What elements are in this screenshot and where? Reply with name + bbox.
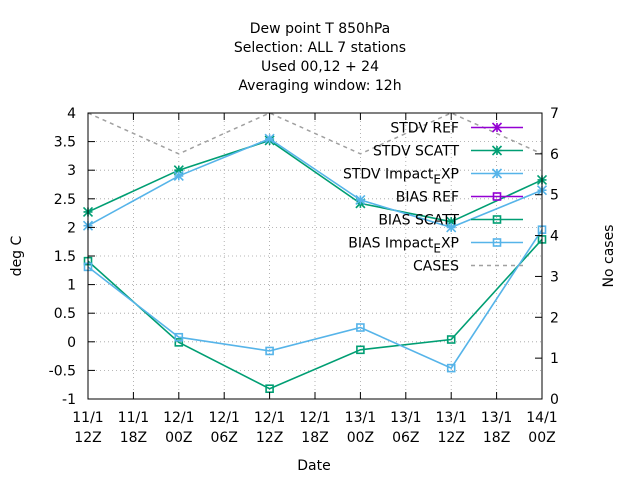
series-bias-scatt — [83, 235, 547, 394]
y-tick-label: 0.5 — [54, 306, 76, 322]
data-point — [446, 222, 457, 233]
x-tick-label-hour: 00Z — [528, 430, 555, 446]
y-tick-label: -0.5 — [49, 363, 76, 379]
legend-entry: STDV REF — [390, 121, 523, 137]
data-point — [265, 346, 274, 356]
x-tick-label-hour: 06Z — [210, 430, 237, 446]
data-point — [173, 165, 184, 176]
y-tick-label: 4 — [67, 106, 76, 122]
x-tick-label-hour: 18Z — [120, 430, 147, 446]
legend-label: STDV SCATT — [373, 144, 459, 160]
x-tick-label-hour: 00Z — [347, 430, 374, 446]
x-tick-label-hour: 12Z — [256, 430, 283, 446]
data-point — [446, 216, 457, 227]
axis-labels: Date deg C No cases — [9, 225, 617, 474]
title-line-1: Selection: ALL 7 stations — [234, 40, 406, 56]
title-line-2: Used 00,12 + 24 — [261, 59, 379, 75]
ticks: -1 -0.5 0 0.5 1 1.5 2 2.5 3 3.5 4 0 1 2 3 4 5 6 7 11/1 12Z 11… — [49, 106, 559, 446]
y-tick-label: 0 — [67, 335, 76, 351]
y-tick-label: 1 — [67, 278, 76, 294]
title-line-3: Averaging window: 12h — [238, 78, 401, 94]
x-tick-label-date: 11/1 — [72, 410, 103, 426]
x-tick-label-date: 12/1 — [208, 410, 239, 426]
legend-label: BIAS SCATT — [378, 213, 459, 229]
x-tick-label-date: 13/1 — [390, 410, 421, 426]
y2-tick-label: 7 — [550, 106, 559, 122]
y-tick-label: 2 — [67, 220, 76, 236]
x-tick-label-hour: 00Z — [165, 430, 192, 446]
y2-axis-label: No cases — [601, 225, 617, 288]
legend-marker — [491, 122, 503, 133]
legend-entry: CASES — [413, 259, 523, 275]
x-tick-label-hour: 06Z — [392, 430, 419, 446]
legend-marker — [491, 145, 503, 156]
legend-entry: BIAS REF — [396, 190, 523, 206]
y2-tick-label: 1 — [550, 351, 559, 367]
x-tick-label-date: 12/1 — [163, 410, 194, 426]
data-point — [446, 335, 456, 344]
y-tick-label: 3.5 — [54, 135, 76, 151]
x-tick-label-date: 12/1 — [299, 410, 330, 426]
legend-entry: STDV SCATT — [373, 144, 523, 160]
data-point — [174, 332, 184, 342]
legend-label: STDV ImpactEXP — [343, 167, 459, 187]
y-tick-label: 1.5 — [54, 249, 76, 265]
legend-marker — [491, 168, 503, 179]
data-point — [356, 345, 365, 355]
chart-title: Dew point T 850hPa Selection: ALL 7 stati… — [234, 21, 406, 94]
x-tick-label-hour: 18Z — [301, 430, 328, 446]
x-tick-label-date: 13/1 — [345, 410, 376, 426]
y2-tick-label: 4 — [550, 229, 559, 245]
data-point — [446, 363, 456, 373]
legend: STDV REF STDV SCATT STDV ImpactEXP BIAS REF… — [343, 121, 523, 275]
y2-tick-label: 2 — [550, 310, 559, 326]
series-line — [87, 238, 543, 390]
data-point — [356, 323, 365, 332]
x-tick-label-date: 13/1 — [435, 410, 466, 426]
series-line — [87, 137, 543, 229]
legend-label: CASES — [413, 259, 459, 275]
title-line-0: Dew point T 850hPa — [250, 21, 390, 37]
x-tick-label-hour: 12Z — [437, 430, 464, 446]
legend-marker — [492, 238, 502, 247]
series-line — [87, 229, 543, 370]
x-tick-label-hour: 18Z — [483, 430, 510, 446]
y-axis-label: deg C — [9, 235, 25, 276]
y-tick-label: 2.5 — [54, 192, 76, 208]
data-point — [355, 194, 366, 206]
data-point — [173, 170, 184, 181]
x-tick-label-date: 14/1 — [526, 410, 557, 426]
legend-label: BIAS REF — [396, 190, 459, 206]
legend-label: STDV REF — [390, 121, 459, 137]
data-point — [264, 133, 275, 144]
y2-tick-label: 5 — [550, 188, 559, 204]
y2-tick-label: 6 — [550, 147, 559, 163]
legend-entry: STDV ImpactEXP — [343, 167, 523, 187]
y-tick-label: -1 — [62, 392, 76, 408]
series-layer — [82, 112, 548, 394]
x-tick-label-hour: 12Z — [74, 430, 101, 446]
x-tick-label-date: 13/1 — [481, 410, 512, 426]
legend-marker — [492, 192, 502, 201]
series-line — [87, 112, 543, 155]
x-tick-label-date: 11/1 — [118, 410, 149, 426]
legend-label: BIAS ImpactEXP — [348, 236, 459, 256]
x-axis-label: Date — [297, 458, 330, 474]
y2-tick-label: 3 — [550, 269, 559, 285]
y-tick-label: 3 — [67, 163, 76, 179]
series-cases — [87, 112, 543, 155]
series-line — [87, 139, 543, 223]
legend-entry: BIAS ImpactEXP — [348, 236, 523, 256]
legend-marker — [492, 215, 502, 224]
data-point — [174, 338, 184, 347]
legend-entry: BIAS SCATT — [378, 213, 523, 229]
grid — [88, 113, 542, 399]
y2-tick-label: 0 — [550, 392, 559, 408]
x-tick-label-date: 12/1 — [254, 410, 285, 426]
